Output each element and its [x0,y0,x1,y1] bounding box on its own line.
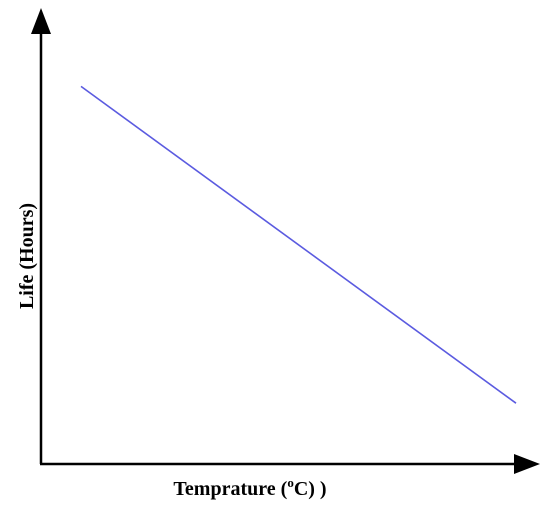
x-axis-title-part1: Temprature ( [173,478,287,500]
y-axis-arrow [31,8,51,34]
x-axis-arrow [514,454,540,474]
x-axis-title: Temprature (oC) ) [173,475,326,500]
series-line [80,85,517,404]
x-axis-title-part2: C) ) [294,478,327,500]
y-axis-title: Life (Hours) [16,203,38,309]
x-axis-title-superscript: o [287,475,294,490]
